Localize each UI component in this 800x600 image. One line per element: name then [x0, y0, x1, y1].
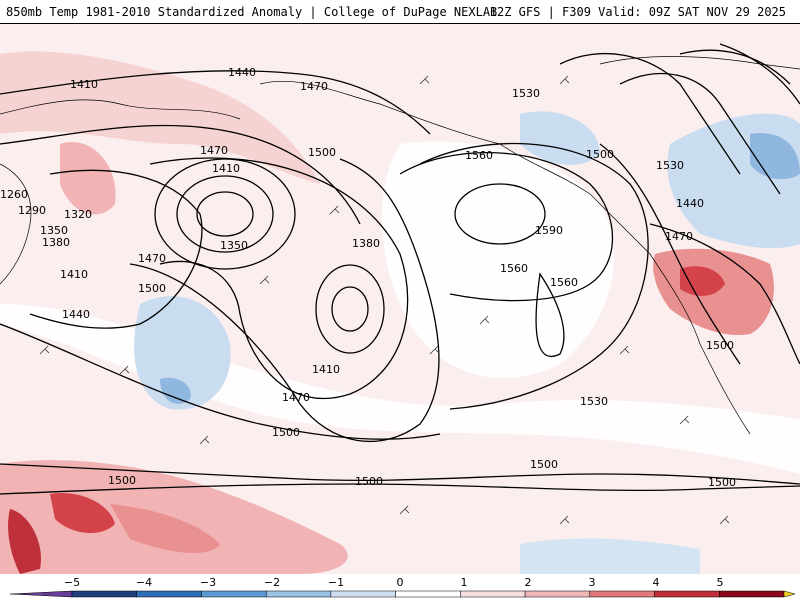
contour-label: 1470	[200, 144, 228, 157]
warm-anomaly-northwest	[0, 51, 320, 185]
contour-labels: 1410 1440 1470 1530 1470 1410 1500 1560 …	[0, 66, 736, 489]
colorbar-swatch	[460, 590, 526, 598]
product-title: 850mb Temp 1981-2010 Standardized Anomal…	[6, 5, 498, 19]
contour-label: 1410	[312, 363, 340, 376]
contour-label: 1500	[272, 426, 300, 439]
warm-anomaly-south	[0, 460, 348, 574]
contour-label: 1470	[282, 391, 310, 404]
contour-label: 1470	[138, 252, 166, 265]
colorbar-ticks: −5 −4 −3 −2 −1 0 1 2 3 4 5	[64, 576, 724, 589]
height-contours	[0, 43, 800, 495]
title-bar: 850mb Temp 1981-2010 Standardized Anomal…	[0, 0, 800, 24]
run-valid-time: 12Z GFS | F309 Valid: 09Z SAT NOV 29 202…	[489, 5, 786, 19]
tick-label: 1	[461, 576, 468, 589]
tick-label: 2	[525, 576, 532, 589]
contour-label: 1530	[656, 159, 684, 172]
contour-label: 1290	[18, 204, 46, 217]
colorbar-swatch	[71, 590, 137, 598]
contour-label: 1500	[108, 474, 136, 487]
contour-label: 1500	[708, 476, 736, 489]
colorbar-swatch	[330, 590, 396, 598]
colorbar-swatches	[9, 590, 796, 598]
contour-label: 1440	[228, 66, 256, 79]
tick-label: 5	[717, 576, 724, 589]
contour-label: 1560	[550, 276, 578, 289]
warm-anomaly-south-core	[50, 493, 115, 534]
contour-label: 1500	[308, 146, 336, 159]
contour-label: 1530	[580, 395, 608, 408]
cool-anomaly-central-west	[134, 296, 231, 410]
tick-label: 0	[397, 576, 404, 589]
tick-label: −1	[328, 576, 344, 589]
colorbar-legend: −5 −4 −3 −2 −1 0 1 2 3 4 5	[0, 574, 800, 600]
colorbar-swatch	[136, 590, 202, 598]
warm-anomaly-south-east	[110, 504, 220, 554]
cool-anomaly-south-east	[520, 538, 700, 574]
contour-label: 1410	[70, 78, 98, 91]
tick-label: −5	[64, 576, 80, 589]
warm-anomaly-southwest-edge	[8, 509, 41, 574]
contour-label: 1380	[42, 236, 70, 249]
colorbar-swatch	[719, 590, 785, 598]
contour-label: 1440	[676, 197, 704, 210]
contour-label: 1350	[220, 239, 248, 252]
colorbar-swatch	[783, 590, 796, 598]
white-region-central	[381, 141, 615, 379]
tick-label: 3	[589, 576, 596, 589]
contour-label: 1560	[465, 149, 493, 162]
tick-label: −3	[200, 576, 216, 589]
tick-label: −4	[136, 576, 152, 589]
anomaly-shading	[0, 51, 800, 574]
contour-label: 1530	[512, 87, 540, 100]
contour-label: 1500	[138, 282, 166, 295]
white-band-west	[0, 304, 800, 474]
contour-label: 1590	[535, 224, 563, 237]
cool-anomaly-alaska-gulf	[520, 111, 600, 165]
contour-label: 1470	[300, 80, 328, 93]
contour-label: 1380	[352, 237, 380, 250]
contour-label: 1560	[500, 262, 528, 275]
contour-label: 1350	[40, 224, 68, 237]
contour-label: 1500	[530, 458, 558, 471]
contour-label: 1500	[706, 339, 734, 352]
tick-label: 4	[653, 576, 660, 589]
wind-barbs	[39, 75, 730, 525]
contour-label: 1470	[665, 230, 693, 243]
colorbar-swatch	[395, 590, 461, 598]
colorbar-swatch	[654, 590, 720, 598]
colorbar-swatch	[589, 590, 655, 598]
contour-label: 1320	[64, 208, 92, 221]
contour-label: 1500	[355, 475, 383, 488]
contour-label: 1500	[586, 148, 614, 161]
cool-anomaly-central-west-core	[160, 377, 191, 404]
coastlines	[0, 56, 800, 435]
colorbar-swatch	[201, 590, 267, 598]
contour-label: 1410	[212, 162, 240, 175]
contour-label: 1410	[60, 268, 88, 281]
colorbar-swatch	[524, 590, 591, 598]
warm-anomaly-siberia	[60, 142, 116, 215]
anomaly-map: 1410 1440 1470 1530 1470 1410 1500 1560 …	[0, 24, 800, 574]
warm-anomaly-west-coast-core	[680, 266, 725, 296]
tick-label: −2	[264, 576, 280, 589]
colorbar-swatch	[265, 590, 332, 598]
contour-label: 1440	[62, 308, 90, 321]
contour-label: 1260	[0, 188, 28, 201]
